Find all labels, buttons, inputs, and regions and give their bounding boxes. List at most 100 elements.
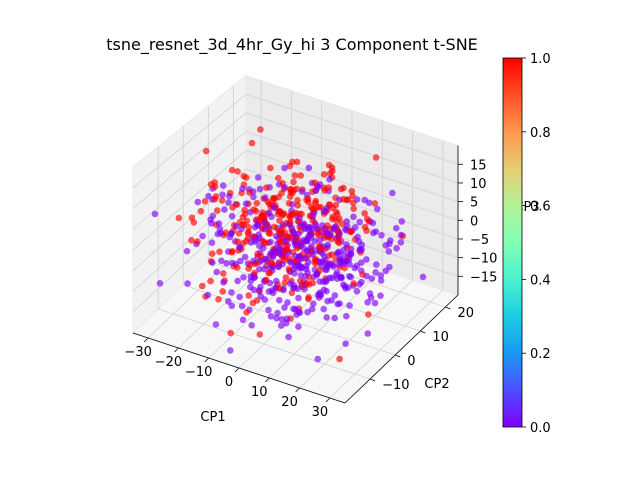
scatter-point — [333, 217, 341, 225]
scatter-point — [251, 238, 258, 245]
y-axis-line — [344, 294, 459, 404]
scatter-point — [343, 312, 350, 320]
x-tick-mark — [174, 347, 179, 353]
scatter-point — [372, 154, 380, 161]
scatter-point — [387, 237, 394, 244]
scatter-point — [290, 178, 297, 186]
scatter-point — [336, 300, 343, 307]
x-tick-mark — [295, 387, 300, 393]
scatter-point — [234, 277, 241, 285]
scatter-point — [303, 254, 310, 262]
scatter-point — [363, 256, 370, 263]
scatter-point — [314, 203, 322, 211]
scatter-point — [265, 306, 272, 314]
scatter-point — [194, 238, 201, 245]
scatter-point — [188, 237, 195, 244]
axes-lines — [132, 145, 463, 404]
scatter-point — [291, 284, 298, 292]
scatter-point — [261, 265, 268, 273]
scatter-point — [267, 264, 274, 271]
scatter-point — [377, 277, 385, 284]
scatter-point — [307, 203, 315, 211]
scatter-point — [389, 189, 396, 197]
scatter-point — [276, 217, 283, 224]
scatter-point — [236, 244, 243, 251]
scatter-point — [229, 259, 236, 267]
scatter-point — [211, 196, 219, 203]
scatter-point — [294, 236, 301, 243]
scatter-point — [296, 277, 304, 285]
scatter-point — [246, 189, 253, 196]
scatter-point — [219, 288, 226, 295]
scatter-point — [212, 321, 220, 328]
scatter-point — [247, 283, 254, 291]
scatter-point — [265, 209, 273, 217]
scatter-point — [271, 195, 278, 202]
scatter-point — [349, 199, 357, 207]
y-tick-mark — [395, 354, 401, 358]
x-tick-label: 20 — [281, 395, 298, 410]
scatter-point — [342, 285, 349, 292]
scatter-point — [236, 293, 243, 301]
scatter-point — [313, 271, 321, 279]
scatter-point — [227, 347, 234, 354]
scatter-point — [263, 276, 270, 284]
scatter-point — [273, 314, 280, 322]
z-tick-label: 5 — [470, 196, 478, 211]
scatter-point — [197, 207, 205, 215]
scatter-point — [288, 289, 296, 297]
scatter-point — [256, 234, 263, 242]
scatter-point — [268, 249, 276, 256]
scatter-point — [250, 274, 258, 282]
scatter-point — [297, 272, 305, 279]
scatter-point — [281, 164, 288, 172]
scatter-point — [364, 330, 372, 337]
scatter-point — [228, 166, 236, 174]
scatter-point — [316, 278, 323, 285]
y-tick-label: 20 — [457, 306, 474, 321]
scatter-point — [225, 199, 232, 206]
scatter-point — [151, 210, 159, 218]
scatter-point — [213, 207, 221, 214]
scatter-point — [378, 232, 385, 239]
chart-title: tsne_resnet_3d_4hr_Gy_hi 3 Component t-S… — [106, 35, 478, 55]
scatter-point — [238, 302, 246, 310]
x-axis-label: CP1 — [200, 410, 225, 425]
scatter-point — [295, 241, 302, 248]
scatter-point — [345, 250, 353, 258]
y-gridline-floor — [157, 308, 371, 380]
scatter-point — [286, 212, 293, 220]
scatter-point — [277, 208, 284, 215]
scatter-point — [377, 292, 384, 300]
scatter-point — [330, 225, 337, 232]
x-tick-label: −10 — [185, 365, 212, 380]
scatter-point — [372, 269, 379, 276]
scatter-point — [309, 251, 316, 258]
scatter-point — [273, 277, 280, 285]
scatter-point — [312, 221, 320, 229]
scatter-point — [324, 241, 332, 249]
scatter-point — [308, 242, 315, 250]
z-tick-label: 10 — [470, 177, 487, 192]
y-gridline-floor — [208, 260, 421, 332]
scatter-point — [297, 172, 305, 179]
scatter-point — [266, 269, 274, 277]
scatter-point — [317, 245, 325, 253]
scatter-point — [398, 218, 406, 225]
x-gridline-floor — [299, 279, 413, 389]
scatter-point — [241, 253, 249, 261]
scatter-point — [226, 192, 233, 200]
scatter-point — [361, 210, 368, 217]
scatter-point — [205, 192, 212, 200]
scatter-point — [257, 293, 265, 300]
z-gridline-side — [132, 150, 247, 251]
scatter-point — [340, 195, 347, 203]
scatter-point — [271, 223, 278, 231]
x-tick-label: 0 — [225, 375, 233, 390]
x-tick-label: −30 — [124, 345, 151, 360]
scatter-point — [228, 230, 235, 237]
scatter-point — [283, 237, 290, 244]
scatter-point — [371, 299, 379, 307]
scatter-point — [243, 237, 250, 245]
